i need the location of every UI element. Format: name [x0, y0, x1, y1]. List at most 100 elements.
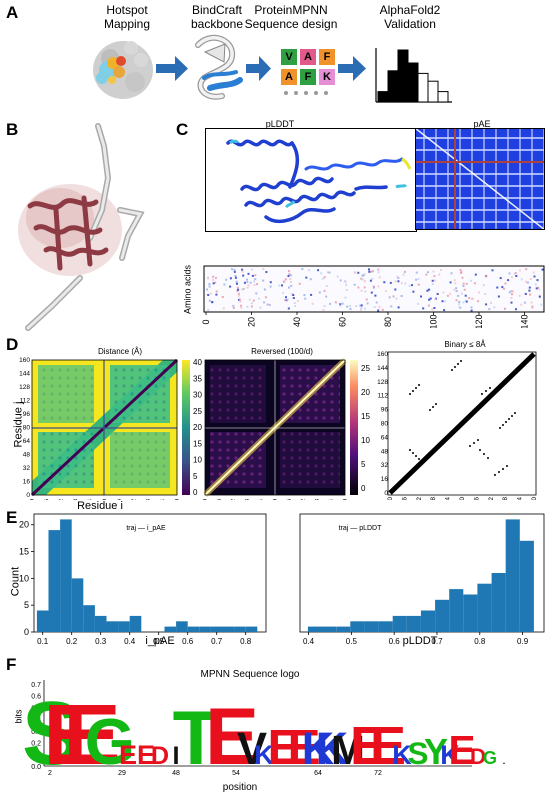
colorbar-tick-label: 15 [193, 439, 202, 448]
y-tick-label: 10 [19, 573, 29, 583]
sequence-letter-box: F [319, 49, 335, 65]
logo-letter: V [237, 723, 267, 774]
x-tick-label: 64 [87, 499, 94, 500]
histogram-bar [234, 626, 246, 632]
x-tick-label: 0 [387, 497, 394, 500]
colorbar-magma [350, 360, 358, 495]
x-tick-label: 0.4 [303, 637, 315, 646]
validation-bar [427, 80, 439, 103]
y-tick-label: 32 [23, 465, 31, 472]
validation-bar [437, 91, 449, 103]
aa-tick-label: 140 [520, 314, 530, 328]
logo-letter: M [331, 727, 365, 773]
colorbar-tick-label: 0 [193, 488, 198, 497]
colorbar-tick-label: 20 [193, 423, 202, 432]
histogram-bar [322, 626, 337, 632]
y-tick-label: 0.4 [31, 717, 41, 724]
amino-acids-axis-label: Amino acids [182, 264, 193, 315]
step-title-line2: Validation [384, 17, 436, 31]
x-tick-label: 0.2 [66, 637, 78, 646]
panel-label-a: A [6, 3, 19, 22]
validation-bar [397, 49, 409, 103]
x-tick-label: 48 [430, 497, 437, 500]
x-tick-label: 48 [73, 499, 80, 500]
x-tick-label: 0.9 [517, 637, 529, 646]
aa-tick-label: 40 [292, 317, 302, 327]
y-tick-label: 48 [381, 448, 389, 455]
histogram-bar [118, 621, 130, 632]
backbone-cartoon-image [195, 34, 243, 100]
x-tick-label: 0 [202, 499, 209, 500]
logo-letter: I [173, 742, 180, 770]
colorbar-tick-label: 20 [361, 388, 370, 397]
x-tick-label: 80 [102, 499, 109, 500]
logo-letter: E [43, 688, 100, 783]
histogram-bar [176, 621, 188, 632]
colorbar-tick-label: 35 [193, 374, 202, 383]
y-tick-label: 96 [23, 411, 31, 418]
pae-heatmap [415, 128, 545, 230]
sequence-letter-box: A [281, 69, 297, 85]
logo-letter: . [503, 756, 506, 766]
y-tick-label: 0.2 [31, 741, 41, 748]
x-tick-label: 144 [160, 499, 167, 500]
histogram-bar [48, 530, 61, 632]
ipae-axis-label: i_pAE [145, 635, 175, 647]
colorbar-tick-label: 10 [361, 436, 370, 445]
histogram-bar [83, 605, 95, 632]
x-tick-label: 16 [44, 499, 51, 500]
aa-tick-label: 100 [429, 314, 439, 328]
binary-map-title: Binary ≤ 8Å [444, 340, 486, 349]
plddt-histogram: 0.4 0.5 0.6 0.7 0.8 0.9 [299, 513, 545, 646]
logo-letter: E [267, 720, 300, 775]
step-title-line2: Mapping [103, 17, 151, 31]
histogram-bar [350, 621, 365, 632]
x-tick-label: 112 [300, 499, 307, 500]
y-tick-label: 0 [26, 492, 30, 499]
colorbar-tick-label: 30 [193, 391, 202, 400]
complex-structure-image [18, 123, 145, 331]
colorbar-tick-label: 10 [193, 456, 202, 465]
histogram-bar [378, 621, 393, 632]
logo-letter: S [407, 735, 428, 771]
y-tick-label: 64 [381, 434, 389, 441]
arrow-icon [246, 56, 271, 81]
colorbar-tick-label: 0 [361, 484, 366, 493]
x-tick-label: 0.7 [431, 637, 443, 646]
y-tick-label: 80 [23, 425, 31, 432]
logo-letter: E [350, 716, 386, 776]
residue-i-label: Residue i [77, 500, 123, 512]
aa-tick-label: 60 [338, 317, 348, 327]
y-tick-label: 112 [378, 393, 389, 400]
y-tick-label: 0.6 [31, 694, 41, 701]
histogram-bar [245, 626, 258, 632]
x-tick-label: 96 [116, 499, 123, 500]
x-tick-label: 80 [459, 497, 466, 500]
plddt-title: pLDDT [265, 119, 295, 129]
validation-bar [407, 62, 419, 103]
x-tick-label: 0.1 [37, 637, 49, 646]
histogram-bar [36, 610, 49, 632]
histogram-bar [435, 599, 450, 632]
histogram-bar [164, 626, 177, 632]
sequence-letter-box: V [281, 49, 297, 65]
y-tick-label: 80 [381, 421, 389, 428]
x-tick-label: 16 [216, 499, 223, 500]
x-tick-label: 0 [29, 499, 36, 500]
x-tick-label: 32 [416, 497, 423, 500]
histogram-bar [364, 621, 379, 632]
histogram-bar [463, 594, 478, 632]
histogram-bar [307, 626, 322, 632]
x-tick-label: 96 [286, 499, 293, 500]
amino-acid-matrix: 0 20 40 60 80 100 120 140 [201, 265, 545, 328]
x-tick-label: 54 [232, 770, 240, 777]
colorbar-viridis [182, 360, 190, 495]
x-tick-label: 0.7 [211, 637, 223, 646]
x-tick-label: 64 [314, 770, 322, 777]
x-tick-label: 2 [48, 770, 52, 777]
y-tick-label: 0.1 [31, 752, 41, 759]
reversed-heatmap [202, 357, 358, 498]
step-title-line1: ProteinMPNN [254, 3, 328, 17]
histogram-bar [187, 626, 200, 632]
